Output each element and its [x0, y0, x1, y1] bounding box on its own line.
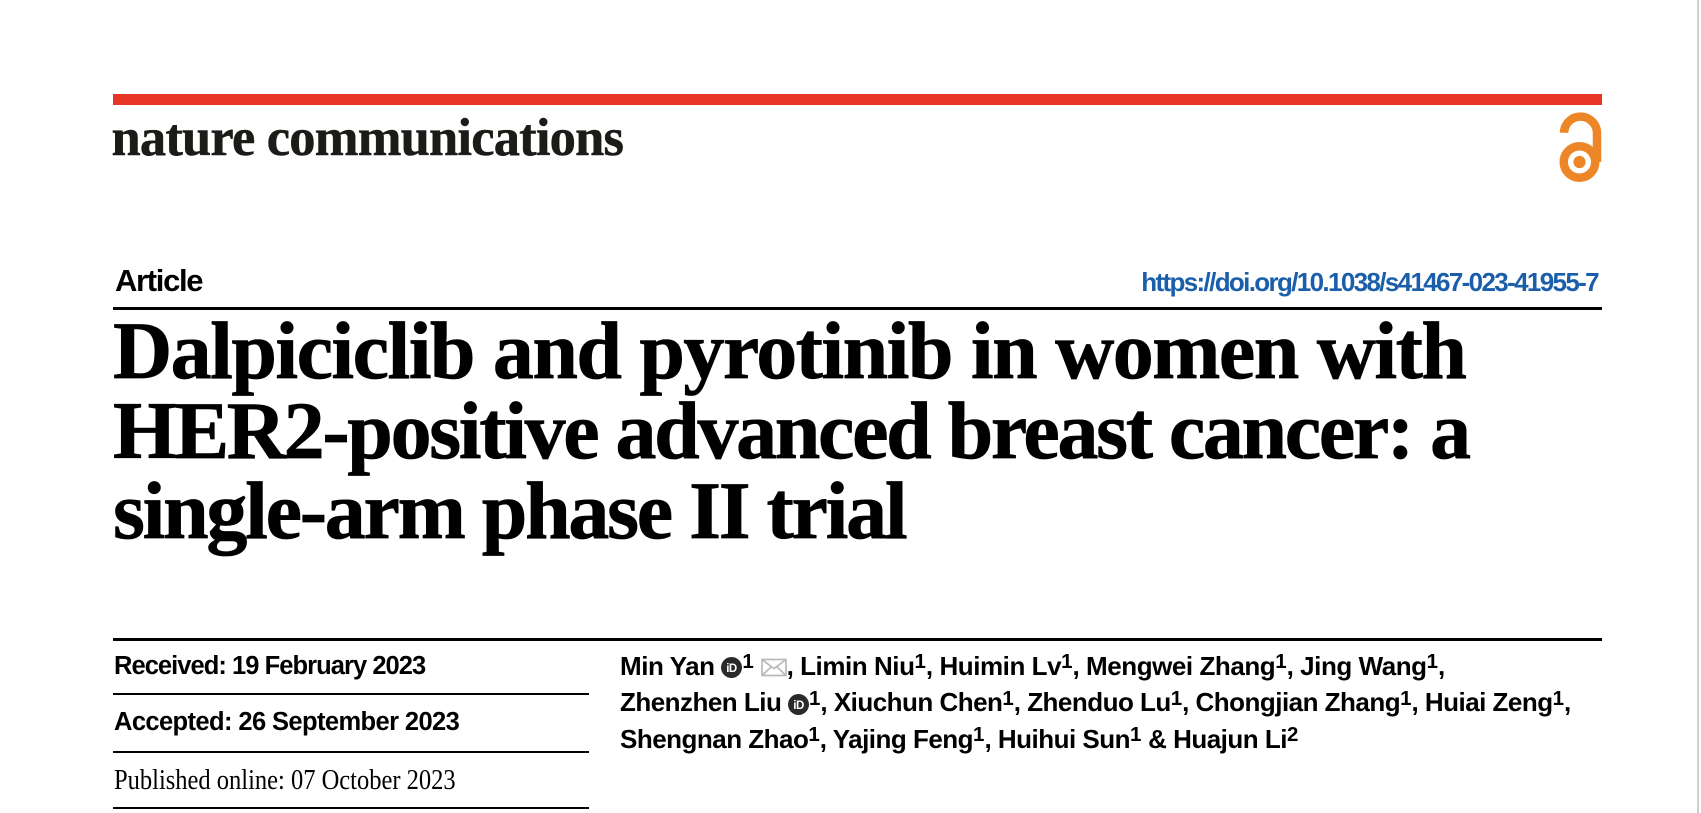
svg-text:iD: iD — [727, 663, 738, 675]
svg-text:iD: iD — [793, 700, 804, 712]
